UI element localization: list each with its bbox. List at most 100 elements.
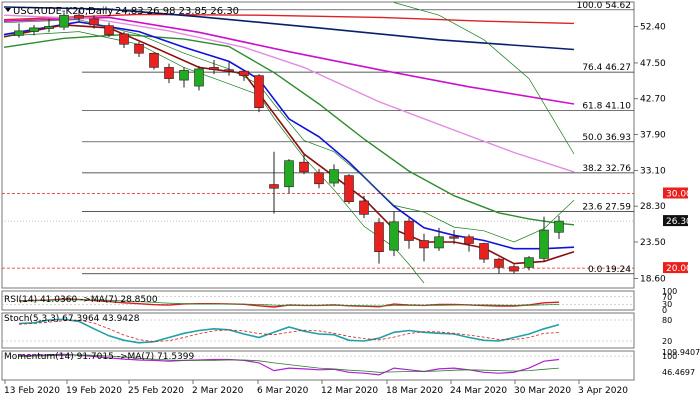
candle-body[interactable] [104,25,114,35]
price-axis-label: 28.30 [640,202,666,212]
price-axis-label: 47.50 [640,59,666,69]
symbol-dropdown-icon[interactable] [5,8,11,12]
envelope-upper-line [3,19,575,243]
candle-body[interactable] [389,221,399,251]
price-badge-label: 26.30 [666,217,692,227]
fib-level-label: 38.2 32.76 [582,164,631,174]
price-badge-label: 20.00 [666,264,692,274]
candle-body[interactable] [449,236,459,239]
stoch-d-line [18,319,560,343]
rsi-axis-label: 70 [662,293,672,302]
fib-level-label: 50.0 36.93 [582,133,631,143]
candle-body[interactable] [539,229,549,259]
price-axis-label: 52.40 [640,22,666,32]
candle-body[interactable] [524,257,534,268]
ma-blue-line [3,21,575,250]
time-axis-label: 12 Mar 2020 [321,386,378,396]
price-badge [663,215,688,227]
envelope-steep-line [393,2,575,155]
time-axis-label: 24 Mar 2020 [450,386,507,396]
symbol-title: USCRUDE-K20,Daily [13,6,113,17]
price-axis-label: 33.10 [640,166,666,176]
ma-pink-line [3,14,575,173]
price-axis-label: 18.60 [640,275,666,285]
price-axis-label: 37.90 [640,131,666,141]
candle-body[interactable] [119,33,129,45]
time-axis-label: 25 Feb 2020 [128,386,184,396]
price-badge [663,262,688,274]
ma-magenta-line [3,16,575,105]
stoch-k-line [18,318,560,344]
fib-level-label: 100.0 54.62 [577,1,631,11]
candle-body[interactable] [299,161,309,173]
price-axis-label: 23.50 [640,238,666,248]
candle-body[interactable] [494,258,504,268]
candle-body[interactable] [179,70,189,81]
candle-body[interactable] [374,222,384,252]
stoch-label: Stoch(5,3,3) 67.3964 43.9428 [4,314,140,324]
rsi-label: RSI(14) 41.0360 ->MA(7) 28.8500 [4,295,158,305]
ohlc-readout: 24.83 26.98 23.85 26.30 [115,6,239,17]
time-axis-label: 19 Feb 2020 [66,386,122,396]
price-axis-label: 42.70 [640,95,666,105]
fib-level-label: 61.8 41.10 [582,102,631,112]
candle-body[interactable] [224,69,234,72]
time-axis-label: 6 Mar 2020 [257,386,309,396]
momentum-label: Momentum(14) 91.7015 ->MA(7) 71.5399 [4,352,195,362]
candle-body[interactable] [314,172,324,185]
momentum-panel[interactable] [1,350,635,381]
time-axis-label: 30 Mar 2020 [514,386,571,396]
candle-body[interactable] [149,52,159,68]
candle-body[interactable] [134,43,144,54]
candle-body[interactable] [329,169,339,184]
candle-body[interactable] [89,18,99,26]
ma-green-line [3,33,575,226]
fib-level-label: 23.6 27.59 [582,202,631,212]
candle-body[interactable] [554,220,564,233]
candle-body[interactable] [44,26,54,29]
ma-navy-line [3,6,575,51]
time-axis-label: 2 Mar 2020 [192,386,244,396]
fib-level-label: 0.0 19.24 [588,265,631,275]
candle-body[interactable] [74,14,84,19]
candle-body[interactable] [239,70,249,76]
candle-body[interactable] [209,67,219,70]
time-axis-label: 18 Mar 2020 [386,386,443,396]
candle-body[interactable] [254,75,264,108]
stoch-axis-label: 20 [662,337,672,346]
rsi-panel[interactable] [1,290,635,311]
main-price-panel[interactable] [1,1,635,289]
candle-body[interactable] [509,266,519,272]
fib-level-label: 76.4 46.27 [582,63,631,73]
price-badge [663,187,688,199]
candle-body[interactable] [464,236,474,244]
time-axis-label: 13 Feb 2020 [4,386,60,396]
candle-body[interactable] [419,240,429,249]
candle-body[interactable] [284,160,294,188]
momentum-axis-label: 100 [662,352,677,361]
rsi-ma-line [19,299,560,307]
momentum-axis-label: 46.4697 [662,368,695,377]
candle-body[interactable] [14,30,24,36]
stoch-axis-label: 80 [662,316,672,325]
candle-body[interactable] [404,220,414,241]
candle-body[interactable] [194,68,204,87]
rsi-axis-label: 30 [662,300,672,309]
candle-body[interactable] [479,243,489,260]
candle-body[interactable] [359,200,369,215]
candle-body[interactable] [269,184,279,189]
momentum-ma-line [18,354,560,373]
rsi-axis-label: 100 [662,287,677,296]
candle-body[interactable] [29,27,39,32]
time-axis-label: 3 Apr 2020 [578,386,628,396]
candle-body[interactable] [164,67,174,79]
stoch-panel[interactable] [1,312,635,349]
candle-body[interactable] [344,175,354,202]
momentum-axis-label: 109.9407 [662,348,700,357]
candle-body[interactable] [59,14,69,28]
ma-long-red-line [3,13,575,25]
candle-body[interactable] [434,236,444,249]
rsi-axis-label: 0 [662,306,667,315]
